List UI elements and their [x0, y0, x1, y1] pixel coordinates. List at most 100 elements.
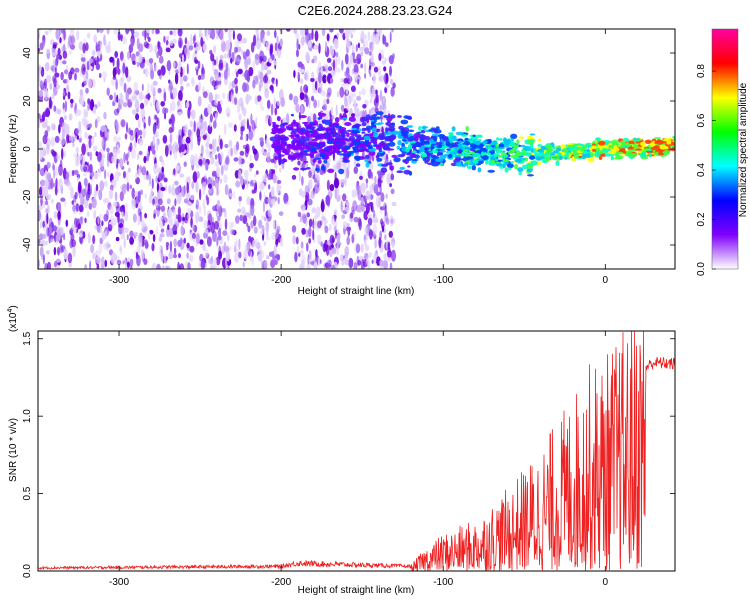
spectrogram-cell [370, 62, 375, 67]
spectrogram-cell [163, 253, 167, 265]
spectrogram-cell [73, 169, 79, 176]
spectrogram-cell [329, 234, 335, 245]
signal-track-cell [282, 158, 286, 162]
spectrogram-cell [61, 45, 67, 53]
spectrogram-cell [314, 214, 318, 220]
signal-track-cell [537, 144, 543, 147]
spectrogram-cell [85, 119, 89, 124]
spectrogram-cell [151, 29, 155, 35]
signal-track-cell [643, 148, 651, 151]
spectrogram-cell [353, 166, 359, 174]
spectrogram-cell [266, 255, 270, 260]
spectrogram-cell [387, 174, 391, 183]
spectrogram-cell [304, 94, 307, 99]
spectrogram-cell [277, 180, 282, 184]
spectrogram-cell [74, 72, 77, 81]
spectrogram-cell [44, 178, 49, 189]
spectrogram-cell [101, 230, 106, 242]
spectrogram-cell [273, 97, 276, 109]
spectrogram-cell [360, 88, 367, 96]
signal-track-cell [523, 150, 527, 156]
spectrogram-cell [258, 81, 264, 88]
spectrogram-cell [89, 151, 93, 161]
signal-track-cell [339, 144, 345, 150]
spectrogram-cell [276, 225, 281, 233]
signal-track-cell [388, 141, 396, 147]
spectrogram-cell [74, 191, 78, 200]
spectrogram-cell [38, 238, 41, 245]
spectrogram-cell [45, 226, 49, 239]
spectrogram-cell [41, 121, 47, 129]
spectrogram-cell [124, 227, 129, 234]
spectrogram-cell [167, 224, 170, 231]
spectrogram-cell [364, 185, 367, 190]
signal-track-cell [322, 132, 330, 139]
spectrogram-cell [384, 57, 387, 64]
spectrogram-cell [116, 259, 122, 266]
signal-track-cell [537, 138, 542, 142]
spectrogram-cell [279, 167, 282, 173]
spectrogram-cell [180, 85, 184, 92]
signal-track-cell [288, 124, 293, 127]
signal-track-cell [335, 137, 344, 143]
spectrogram-cell [157, 198, 163, 206]
signal-track-cell [435, 158, 444, 162]
spectrogram-cell [233, 157, 239, 162]
spectrogram-cell [41, 113, 46, 122]
spectrogram-cell [88, 138, 92, 149]
spectrogram-cell [260, 230, 264, 235]
spectrogram-cell [119, 205, 124, 213]
spectrogram-cell [205, 29, 209, 41]
spectrogram-cell [119, 77, 124, 87]
spectrogram-cell [374, 217, 379, 224]
spectrogram-cell [320, 200, 325, 213]
signal-track-cell [551, 154, 558, 158]
spectrogram-cell [388, 55, 394, 65]
spectrogram-cell [70, 29, 75, 38]
spectrogram-cell [308, 238, 312, 244]
spectrogram-cell [94, 225, 98, 230]
spectrogram-cell [365, 38, 368, 49]
spectrogram-cell [182, 125, 188, 134]
spectrogram-cell [377, 29, 382, 37]
spectrogram-cell [372, 223, 378, 236]
spectrogram-cell [102, 71, 107, 79]
spectrogram-cell [363, 210, 369, 221]
spectrogram-cell [255, 170, 259, 175]
spectrogram-cell [129, 230, 134, 238]
signal-track-cell [496, 137, 500, 141]
spectrogram-cell [88, 123, 93, 128]
spectrogram-cell [125, 170, 129, 180]
spectrogram-cell [165, 47, 171, 53]
signal-track-cell [293, 152, 301, 158]
spectrogram-cell [313, 87, 316, 94]
spectrogram-cell [308, 226, 312, 238]
signal-track-cell [294, 134, 299, 138]
spectrogram-cell [233, 190, 236, 199]
spectrogram-cell [339, 86, 345, 98]
spectrogram-cell [93, 188, 97, 200]
spectrogram-cell [65, 123, 70, 135]
spectrogram-cell [243, 249, 248, 260]
spectrogram-cell [358, 204, 362, 214]
spectrogram-cell [390, 188, 395, 195]
signal-track-cell [464, 137, 469, 141]
spectrogram-cell [375, 89, 378, 95]
spectrogram-cell [367, 217, 373, 226]
spectrogram-cell [137, 214, 141, 226]
spectrogram-cell [122, 102, 128, 108]
spectrogram-cell [195, 232, 201, 244]
signal-track-cell [435, 126, 440, 131]
signal-track-cell [311, 138, 318, 142]
spectrogram-cell [215, 56, 219, 67]
spectrogram-cell [127, 167, 131, 173]
spectrogram-cell [359, 46, 364, 52]
spectrogram-cell [209, 113, 213, 123]
spectrogram-cell [46, 75, 52, 83]
spectrogram-cell [197, 81, 202, 92]
spectrogram-cell [211, 179, 215, 187]
spectrogram-cell [157, 87, 162, 94]
signal-track-cell [327, 149, 334, 155]
signal-track-cell [355, 163, 361, 167]
spectrogram-cell [114, 191, 118, 202]
